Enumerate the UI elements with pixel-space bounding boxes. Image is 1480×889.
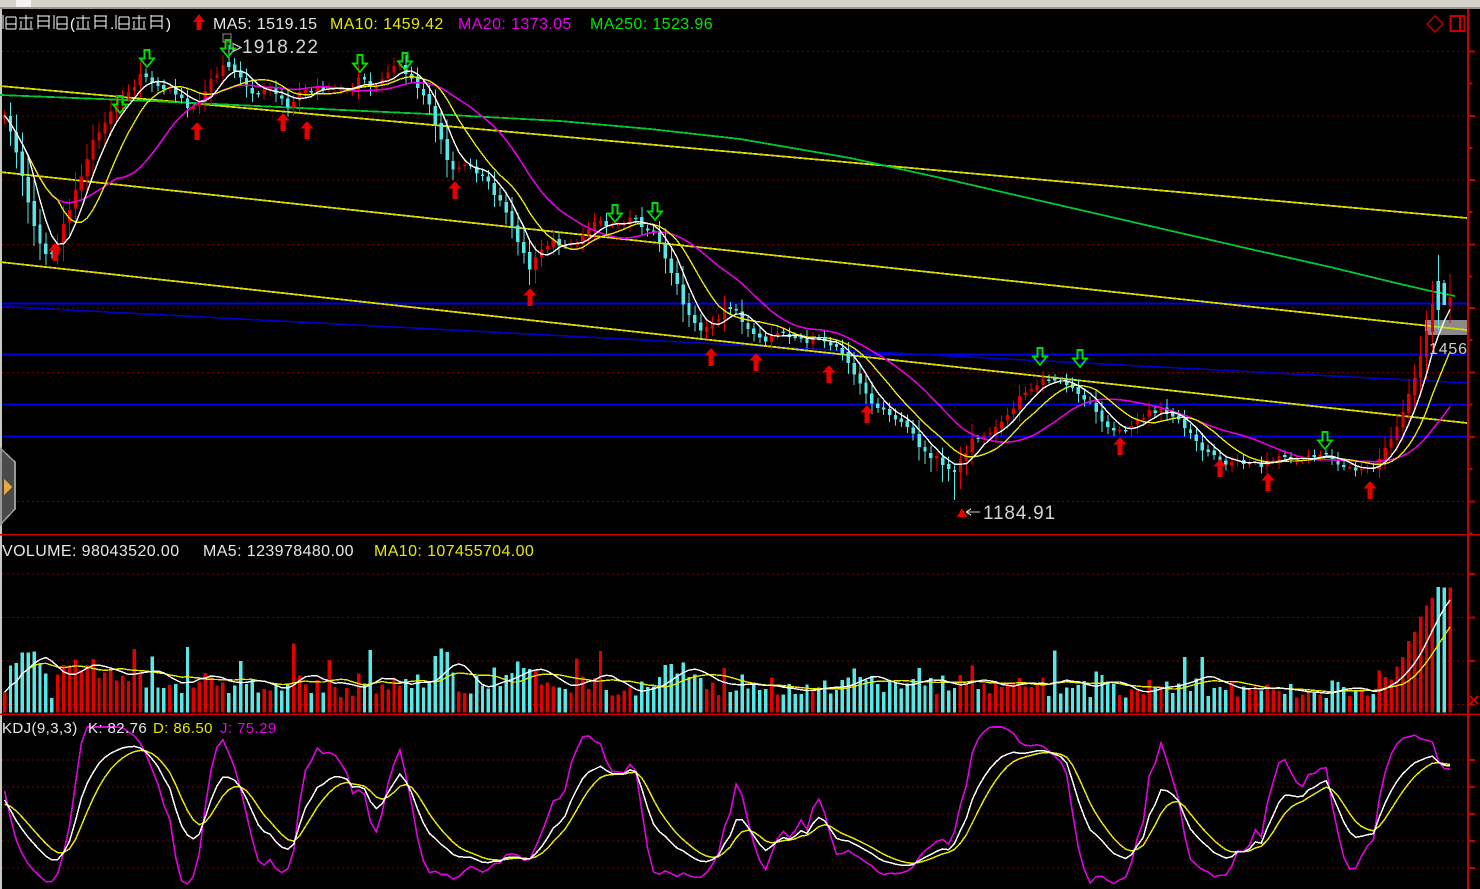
svg-text:KDJ(9,3,3): KDJ(9,3,3) [2, 720, 78, 737]
svg-text:MA250: 1523.96: MA250: 1523.96 [590, 16, 713, 33]
svg-text:MA5: 1519.15: MA5: 1519.15 [213, 16, 317, 33]
svg-text:MA10: 1459.42: MA10: 1459.42 [330, 16, 444, 33]
svg-text:MA10: 107455704.00: MA10: 107455704.00 [374, 543, 534, 560]
svg-text:1184.91: 1184.91 [983, 503, 1056, 524]
svg-text:1918.22: 1918.22 [242, 37, 319, 58]
svg-text:K: 82.76: K: 82.76 [88, 720, 147, 737]
svg-text:VOLUME: 98043520.00: VOLUME: 98043520.00 [2, 543, 180, 560]
svg-text:.: . [110, 16, 114, 33]
svg-text:MA5: 123978480.00: MA5: 123978480.00 [203, 543, 354, 560]
svg-text:): ) [166, 16, 171, 33]
svg-text:1456: 1456 [1429, 341, 1468, 358]
svg-text:(: ( [70, 16, 75, 33]
svg-text:D: 86.50: D: 86.50 [153, 720, 213, 737]
svg-text:J: 75.29: J: 75.29 [220, 720, 277, 737]
svg-text:MA20: 1373.05: MA20: 1373.05 [458, 16, 572, 33]
